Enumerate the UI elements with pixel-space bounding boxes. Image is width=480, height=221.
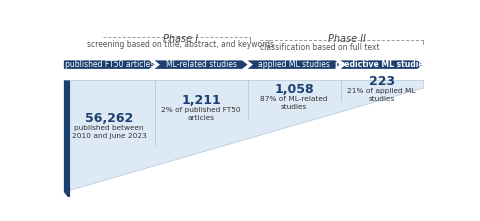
Text: 21% of applied ML
studies: 21% of applied ML studies bbox=[348, 88, 416, 102]
Polygon shape bbox=[64, 80, 423, 192]
Text: 2% of published FT50
articles: 2% of published FT50 articles bbox=[161, 107, 241, 121]
Text: screening based on title, abstract, and keywords: screening based on title, abstract, and … bbox=[86, 40, 274, 49]
Polygon shape bbox=[64, 60, 155, 69]
Text: 1,211: 1,211 bbox=[181, 94, 221, 107]
Text: predictive ML studies: predictive ML studies bbox=[335, 60, 428, 69]
Text: ML-related studies: ML-related studies bbox=[166, 60, 237, 69]
Text: 87% of ML-related
studies: 87% of ML-related studies bbox=[260, 96, 328, 110]
Text: Phase I: Phase I bbox=[163, 34, 198, 44]
Text: published between
2010 and June 2023: published between 2010 and June 2023 bbox=[72, 125, 146, 139]
Text: classification based on full text: classification based on full text bbox=[260, 44, 380, 52]
Text: published FT50 articles: published FT50 articles bbox=[65, 60, 154, 69]
Text: 223: 223 bbox=[369, 75, 395, 88]
Text: applied ML studies: applied ML studies bbox=[258, 60, 330, 69]
Text: Phase II: Phase II bbox=[328, 34, 366, 44]
Polygon shape bbox=[64, 80, 70, 200]
Text: 1,058: 1,058 bbox=[274, 83, 314, 95]
Text: 56,262: 56,262 bbox=[85, 112, 133, 125]
Polygon shape bbox=[340, 60, 423, 69]
Polygon shape bbox=[155, 60, 248, 69]
Polygon shape bbox=[248, 60, 340, 69]
